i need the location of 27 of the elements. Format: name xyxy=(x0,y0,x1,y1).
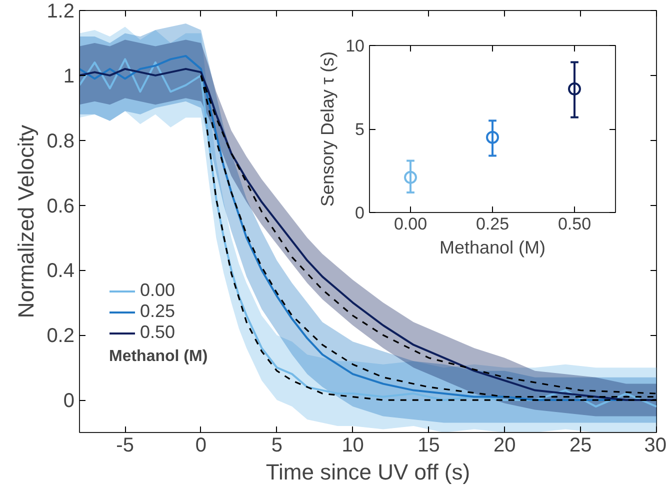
y-tick-label: 1 xyxy=(63,65,74,88)
legend-label: 0.50 xyxy=(140,322,176,343)
y-tick-label: 0 xyxy=(63,390,74,412)
x-axis-title: Methanol (M) xyxy=(439,238,546,258)
x-tick-label: 15 xyxy=(418,434,440,456)
legend-title: Methanol (M) xyxy=(109,348,208,366)
legend-label: 0.00 xyxy=(140,280,176,301)
y-axis-title: Sensory Delay τ (s) xyxy=(318,51,338,207)
y-tick-label: 0.6 xyxy=(46,195,75,218)
y-tick-label: 0.2 xyxy=(46,325,75,348)
x-axis-title: Time since UV off (s) xyxy=(266,460,470,484)
x-tick-label: 5 xyxy=(271,434,282,456)
x-tick-label: 0.25 xyxy=(476,214,510,234)
y-tick-label: 5 xyxy=(355,120,365,139)
x-tick-label: 25 xyxy=(569,434,592,456)
legend-label: 0.25 xyxy=(140,301,176,322)
y-tick-label: 1.2 xyxy=(46,0,75,22)
y-tick-label: 0.4 xyxy=(46,260,75,282)
x-tick-label: 0.50 xyxy=(558,214,592,234)
x-tick-label: 30 xyxy=(644,434,666,456)
y-axis-title: Normalized Velocity xyxy=(14,124,39,318)
x-tick-label: -5 xyxy=(116,434,134,456)
x-tick-label: 0 xyxy=(195,434,207,456)
y-tick-label: 10 xyxy=(346,36,365,56)
x-tick-label: 0.00 xyxy=(394,214,428,234)
x-tick-label: 20 xyxy=(494,434,516,456)
y-tick-label: 0.8 xyxy=(46,130,75,152)
